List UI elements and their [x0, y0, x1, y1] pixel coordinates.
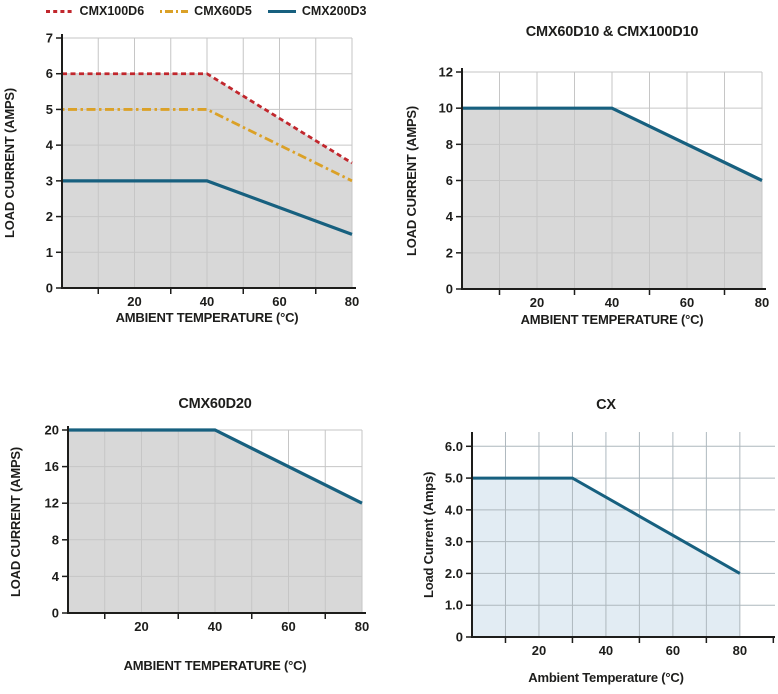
y-tick-label: 8 [446, 137, 453, 152]
x-tick-label: 40 [208, 619, 222, 634]
legend-item-cmx100d6: CMX100D6 [45, 4, 145, 18]
x-tick-label: 80 [733, 643, 747, 658]
x-tick-label: 20 [134, 619, 148, 634]
legend-label: CMX200D3 [301, 4, 367, 18]
y-tick-label: 1.0 [445, 598, 463, 613]
y-tick-label: 2 [46, 209, 53, 224]
y-tick-label: 3 [46, 173, 53, 188]
x-tick-label: 60 [272, 294, 286, 309]
plot-area-cmx60d20: 20 40 60 80 0 4 8 12 16 20 [45, 423, 370, 635]
y-tick-label: 6.0 [445, 439, 463, 454]
chart-cmx60d10-cmx100d10: CMX60D10 & CMX100D10 LOAD CURRENT (AMPS)… [390, 0, 778, 345]
series-line-cmx100d6 [62, 72, 353, 165]
y-tick-label: 4 [446, 209, 454, 224]
y-tick-label: 6 [446, 173, 453, 188]
chart-title: CMX60D10 & CMX100D10 [525, 24, 699, 40]
legend-label: CMX60D5 [194, 4, 252, 18]
legend-label: CMX100D6 [79, 4, 145, 18]
y-tick-label: 1 [46, 245, 53, 260]
y-tick-label: 12 [45, 496, 59, 511]
legend-line-swatch [160, 9, 189, 13]
x-axis-title: AMBIENT TEMPERATURE (°C) [123, 658, 307, 673]
y-tick-label: 4.0 [445, 502, 463, 517]
legend-item-cmx60d5: CMX60D5 [160, 4, 252, 18]
x-axis-title: AMBIENT TEMPERATURE (°C) [520, 312, 704, 327]
chart-title: CX [596, 397, 616, 413]
y-tick-label: 5.0 [445, 471, 463, 486]
chart-title: CMX60D20 [178, 396, 252, 412]
series-line-cmx200d3 [62, 179, 353, 236]
y-tick-label: 5 [46, 102, 53, 117]
y-tick-label: 0 [446, 282, 453, 297]
y-tick-label: 7 [46, 31, 53, 46]
y-tick-label: 0 [456, 630, 463, 645]
legend-item-cmx200d3: CMX200D3 [267, 4, 367, 18]
plot-area-cx: 20 40 60 80 0 1.0 2.0 3.0 4.0 5.0 6.0 [445, 432, 775, 658]
series-line-cmx60d20 [68, 428, 363, 505]
x-tick-label: 40 [605, 295, 619, 310]
y-tick-label: 20 [45, 423, 59, 438]
x-tick-label: 60 [680, 295, 694, 310]
x-tick-label: 60 [666, 643, 680, 658]
x-tick-label: 20 [127, 294, 141, 309]
y-tick-label: 10 [439, 101, 453, 116]
y-tick-label: 8 [52, 532, 59, 547]
y-tick-label: 0 [46, 281, 53, 296]
plot-area-cmx60d10-cmx100d10: 20 40 60 80 0 2 4 6 8 10 12 [439, 65, 770, 311]
x-tick-label: 80 [755, 295, 769, 310]
chart-cmx-family: CMX100D6 CMX60D5 CMX200D3 LOAD CURRENT (AM… [0, 0, 390, 345]
series-line-cmx60d5 [62, 108, 353, 183]
x-tick-label: 40 [599, 643, 613, 658]
series-line-cx [472, 476, 741, 575]
y-tick-label: 3.0 [445, 534, 463, 549]
y-tick-label: 4 [52, 569, 60, 584]
x-tick-label: 20 [532, 643, 546, 658]
x-axis-title: Ambient Temperature (°C) [528, 670, 684, 685]
legend-line-swatch [45, 9, 74, 13]
y-tick-label: 16 [45, 459, 59, 474]
chart-cx: CX Load Current (Amps) 20 40 60 80 0 1.0 2.0 3.… [420, 388, 778, 694]
x-axis-title: AMBIENT TEMPERATURE (°C) [115, 310, 299, 325]
x-tick-label: 40 [200, 294, 214, 309]
series-line-cmx60d10-cmx100d10 [462, 106, 763, 182]
y-tick-label: 2.0 [445, 566, 463, 581]
legend: CMX100D6 CMX60D5 CMX200D3 [45, 2, 366, 20]
y-tick-label: 4 [46, 138, 54, 153]
x-tick-label: 60 [281, 619, 295, 634]
legend-line-swatch [267, 9, 296, 13]
x-tick-label: 80 [345, 294, 359, 309]
chart-cmx60d20: CMX60D20 LOAD CURRENT (AMPS) 20 40 60 80 0 4 8… [0, 388, 390, 694]
y-tick-label: 6 [46, 66, 53, 81]
x-tick-label: 20 [530, 295, 544, 310]
y-tick-label: 12 [439, 65, 453, 80]
y-tick-label: 2 [446, 245, 453, 260]
x-tick-label: 80 [355, 619, 369, 634]
plot-area-cmx-family: 20 40 60 80 0 1 2 3 4 5 6 7 [46, 31, 359, 310]
y-tick-label: 0 [52, 606, 59, 621]
